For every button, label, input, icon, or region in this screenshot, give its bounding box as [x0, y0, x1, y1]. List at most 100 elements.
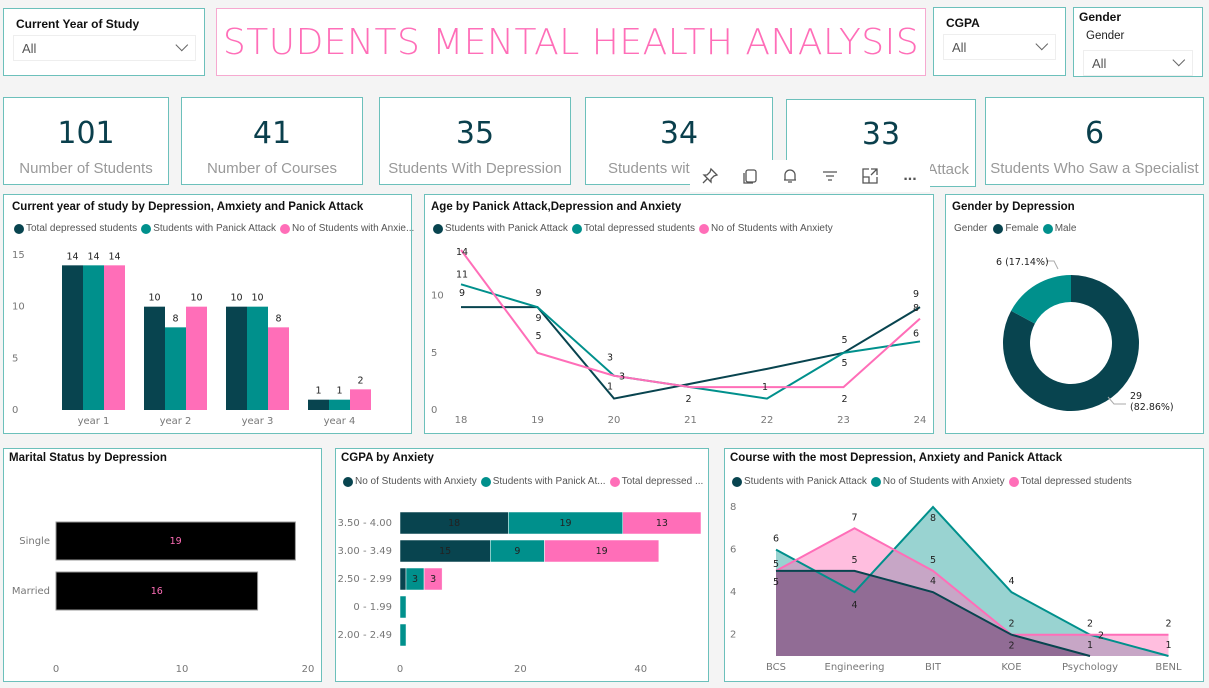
- legend-item[interactable]: Total depressed students: [570, 223, 695, 234]
- data-label: 2: [1098, 631, 1104, 642]
- kpi-label: Number of Courses: [206, 160, 338, 177]
- legend-item[interactable]: Total depressed students: [12, 223, 137, 234]
- legend-label: Female: [1005, 223, 1039, 234]
- legend-item[interactable]: No of Students with Anxie...: [278, 223, 414, 234]
- cgpa-dropdown-value: All: [952, 39, 967, 55]
- x-tick-label: 23: [837, 415, 850, 426]
- chart-title: CGPA by Anxiety: [341, 452, 434, 464]
- more-options-icon[interactable]: ...: [903, 167, 917, 184]
- year-chart-plot: 0 5 10 15 14 14 14 year 1 10 8 10 year 2 10 10 8 year 3…: [12, 250, 371, 427]
- gender-dropdown-value: All: [1092, 55, 1107, 71]
- data-label: 14: [456, 247, 468, 258]
- x-tick-label: 0: [397, 664, 403, 675]
- data-label: 6 (17.14%): [996, 257, 1049, 268]
- legend-dot: [343, 476, 353, 487]
- x-tick-label: year 3: [242, 416, 274, 427]
- data-label: 14: [87, 251, 99, 262]
- legend-dot: [480, 476, 491, 487]
- legend-dot: [280, 223, 291, 234]
- bar-segment: [544, 539, 660, 563]
- x-tick-label: 21: [684, 415, 697, 426]
- kpi-card-specialist: 6 Students Who Saw a Specialist: [985, 97, 1204, 185]
- copy-icon[interactable]: [730, 167, 770, 185]
- x-tick-label: year 1: [78, 416, 110, 427]
- year-dropdown[interactable]: All: [13, 35, 196, 61]
- legend-item[interactable]: No of Students with Anxiety: [341, 476, 477, 487]
- legend-title: Gender: [954, 223, 988, 234]
- legend-item[interactable]: Total depressed ...: [608, 476, 704, 487]
- bar: [247, 306, 268, 410]
- age-chart-panel: Age by Panick Attack,Depression and Anxi…: [424, 194, 934, 434]
- gender-slicer-title: Gender: [1079, 10, 1122, 24]
- y-tick-label: 3.00 - 3.49: [338, 546, 393, 557]
- legend-item[interactable]: Female: [991, 223, 1039, 234]
- y-tick-label: 5: [431, 348, 437, 359]
- bar: [62, 265, 83, 410]
- data-label: 10: [251, 293, 263, 304]
- data-label: 19: [596, 546, 608, 557]
- data-label: 10: [230, 293, 242, 304]
- series-line: [776, 569, 1091, 657]
- data-label: 3: [430, 574, 436, 585]
- cgpa-dropdown[interactable]: All: [943, 34, 1056, 60]
- legend-label: No of Students with Anxiety: [882, 476, 1005, 487]
- x-tick-label: 24: [914, 415, 927, 426]
- x-tick-label: year 2: [160, 416, 192, 427]
- legend-label: No of Students with Anxie...: [292, 223, 415, 234]
- legend-item[interactable]: Students with Panick Attack: [431, 223, 568, 234]
- gender-dropdown[interactable]: All: [1083, 50, 1193, 76]
- bar-segment: [399, 567, 407, 591]
- pin-icon[interactable]: [690, 167, 730, 185]
- bar: [268, 327, 289, 410]
- kpi-value: 34: [659, 116, 699, 151]
- page-title: STUDENTS MENTAL HEALTH ANALYSIS: [222, 21, 920, 63]
- legend-item[interactable]: No of Students with Anxiety: [697, 223, 833, 234]
- chevron-down-icon: [175, 38, 189, 51]
- bar: [350, 389, 371, 410]
- data-label: 9: [535, 313, 541, 324]
- chart-title: Current year of study by Depression, Amx…: [12, 201, 364, 213]
- y-tick-label: 4: [730, 587, 736, 598]
- cgpa-chart-plot: 3.50 - 4.00 18 19 13 3.00 - 3.49 15 9 19 2.50 - …: [338, 511, 702, 675]
- legend-label: Total depressed ...: [621, 476, 704, 487]
- data-label: 8: [930, 513, 936, 524]
- x-tick-label: 20: [514, 664, 527, 675]
- filter-icon[interactable]: [810, 167, 850, 185]
- x-tick-label: 18: [455, 415, 468, 426]
- legend-item[interactable]: Male: [1041, 223, 1076, 234]
- kpi-label: Students Who Saw a Specialist: [990, 160, 1199, 177]
- chart-title: Marital Status by Depression: [9, 452, 167, 464]
- bar: [186, 306, 207, 410]
- legend-item[interactable]: Total depressed students: [1007, 476, 1132, 487]
- series-line: [775, 505, 1169, 657]
- legend-label: No of Students with Anxiety: [355, 476, 477, 487]
- legend-item[interactable]: Students with Panick Attack: [730, 476, 867, 487]
- legend-item[interactable]: Students with Panick At...: [479, 476, 606, 487]
- legend-label: Students with Panick At...: [492, 476, 606, 487]
- data-label: 10: [190, 293, 202, 304]
- data-label: 7: [851, 512, 857, 523]
- series-line: [461, 306, 921, 400]
- x-tick-label: 0: [53, 664, 59, 675]
- data-label: 3: [619, 372, 625, 383]
- bar: [55, 571, 259, 611]
- chart-legend: No of Students with Anxiety Students wit…: [341, 476, 705, 487]
- legend-label: No of Students with Anxiety: [711, 223, 833, 234]
- gender-slicer: Gender Gender All: [1073, 7, 1203, 77]
- data-label: 5: [851, 555, 857, 566]
- legend-dot: [433, 223, 443, 234]
- series-line: [775, 527, 1169, 636]
- legend-item[interactable]: No of Students with Anxiety: [869, 476, 1005, 487]
- bell-icon[interactable]: [770, 167, 810, 185]
- focus-mode-icon[interactable]: [850, 167, 890, 185]
- legend-item[interactable]: Students with Panick Attack: [139, 223, 276, 234]
- x-tick-label: 22: [761, 415, 774, 426]
- y-tick-label: 2.00 - 2.49: [338, 630, 393, 641]
- data-label: 2: [841, 394, 847, 405]
- data-label: 8: [913, 303, 919, 314]
- chevron-down-icon: [1172, 53, 1186, 66]
- leader-line: [1046, 260, 1059, 270]
- data-label: 2: [1087, 619, 1093, 630]
- data-label: 19: [170, 536, 182, 547]
